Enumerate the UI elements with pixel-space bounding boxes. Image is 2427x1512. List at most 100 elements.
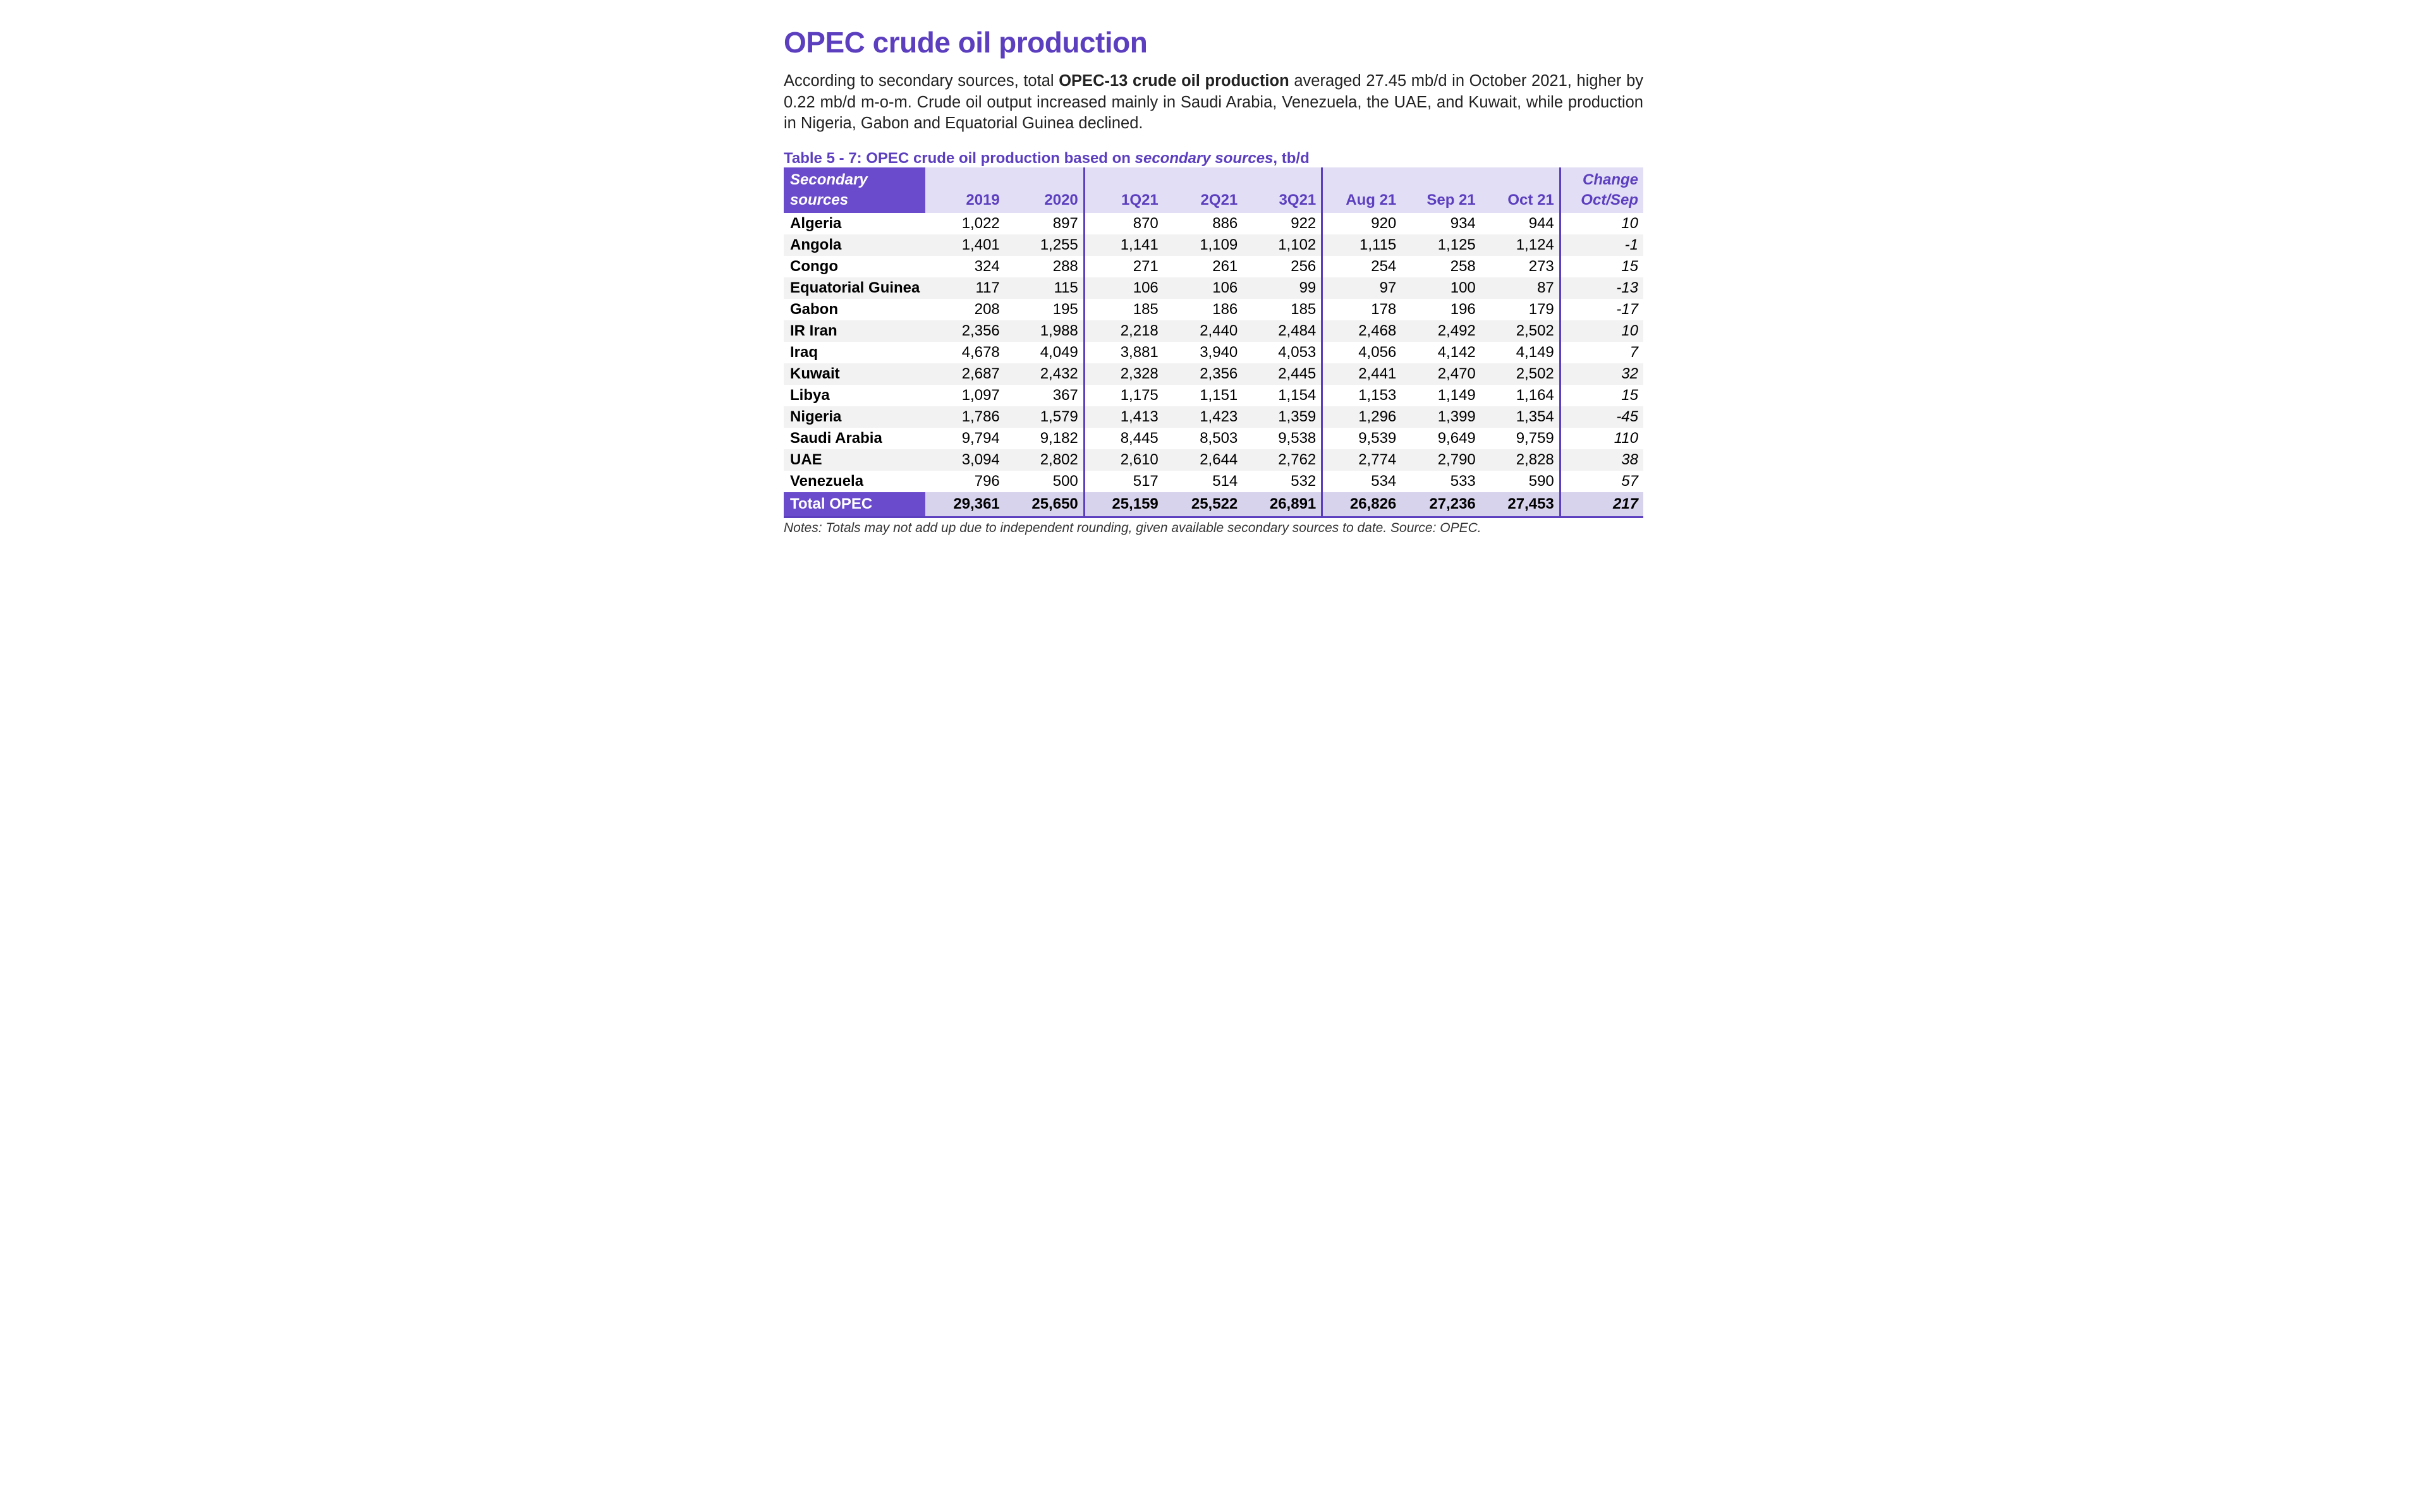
- total-cell: 29,361: [925, 492, 1005, 517]
- change-cell: 10: [1560, 213, 1643, 234]
- value-cell: 195: [1005, 299, 1085, 320]
- country-cell: Angola: [784, 234, 925, 256]
- value-cell: 9,182: [1005, 428, 1085, 449]
- value-cell: 367: [1005, 385, 1085, 406]
- value-cell: 8,503: [1164, 428, 1243, 449]
- value-cell: 9,538: [1243, 428, 1322, 449]
- header-col: 2020: [1005, 190, 1085, 213]
- caption-italic: secondary sources: [1135, 150, 1274, 167]
- value-cell: 1,022: [925, 213, 1005, 234]
- value-cell: 1,097: [925, 385, 1005, 406]
- table-footer: Total OPEC 29,361 25,650 25,159 25,522 2…: [784, 492, 1643, 517]
- header-change-bot: Oct/Sep: [1560, 190, 1643, 213]
- value-cell: 4,149: [1481, 342, 1560, 363]
- value-cell: 922: [1243, 213, 1322, 234]
- value-cell: 532: [1243, 471, 1322, 492]
- value-cell: 1,255: [1005, 234, 1085, 256]
- header-col: [1481, 167, 1560, 190]
- value-cell: 2,468: [1322, 320, 1402, 342]
- value-cell: 4,053: [1243, 342, 1322, 363]
- header-col: [1243, 167, 1322, 190]
- value-cell: 2,470: [1401, 363, 1481, 385]
- change-cell: -1: [1560, 234, 1643, 256]
- value-cell: 1,988: [1005, 320, 1085, 342]
- caption-post: , tb/d: [1273, 150, 1309, 167]
- value-cell: 2,644: [1164, 449, 1243, 471]
- country-cell: Iraq: [784, 342, 925, 363]
- country-cell: Venezuela: [784, 471, 925, 492]
- value-cell: 185: [1084, 299, 1164, 320]
- value-cell: 196: [1401, 299, 1481, 320]
- value-cell: 4,049: [1005, 342, 1085, 363]
- value-cell: 1,109: [1164, 234, 1243, 256]
- header-col: [1164, 167, 1243, 190]
- value-cell: 186: [1164, 299, 1243, 320]
- value-cell: 1,413: [1084, 406, 1164, 428]
- change-cell: -45: [1560, 406, 1643, 428]
- header-col: Oct 21: [1481, 190, 1560, 213]
- value-cell: 271: [1084, 256, 1164, 277]
- value-cell: 2,484: [1243, 320, 1322, 342]
- value-cell: 2,356: [1164, 363, 1243, 385]
- header-label-top: Secondary: [784, 167, 925, 190]
- value-cell: 1,296: [1322, 406, 1402, 428]
- value-cell: 178: [1322, 299, 1402, 320]
- header-col: [1322, 167, 1402, 190]
- header-label-bot: sources: [784, 190, 925, 213]
- value-cell: 1,401: [925, 234, 1005, 256]
- value-cell: 3,940: [1164, 342, 1243, 363]
- value-cell: 1,423: [1164, 406, 1243, 428]
- table-row: Angola1,4011,2551,1411,1091,1021,1151,12…: [784, 234, 1643, 256]
- value-cell: 534: [1322, 471, 1402, 492]
- value-cell: 1,399: [1401, 406, 1481, 428]
- table-row: Venezuela79650051751453253453359057: [784, 471, 1643, 492]
- value-cell: 590: [1481, 471, 1560, 492]
- value-cell: 1,354: [1481, 406, 1560, 428]
- value-cell: 1,125: [1401, 234, 1481, 256]
- production-table: Secondary Change sources 2019 2020 1Q21 …: [784, 167, 1643, 518]
- value-cell: 254: [1322, 256, 1402, 277]
- header-col: [1401, 167, 1481, 190]
- value-cell: 115: [1005, 277, 1085, 299]
- country-cell: Congo: [784, 256, 925, 277]
- value-cell: 9,649: [1401, 428, 1481, 449]
- value-cell: 1,359: [1243, 406, 1322, 428]
- header-col: 2Q21: [1164, 190, 1243, 213]
- country-cell: Gabon: [784, 299, 925, 320]
- value-cell: 2,441: [1322, 363, 1402, 385]
- value-cell: 117: [925, 277, 1005, 299]
- total-cell: 25,650: [1005, 492, 1085, 517]
- table-row: Kuwait2,6872,4322,3282,3562,4452,4412,47…: [784, 363, 1643, 385]
- value-cell: 1,151: [1164, 385, 1243, 406]
- value-cell: 106: [1084, 277, 1164, 299]
- total-cell: 27,236: [1401, 492, 1481, 517]
- value-cell: 1,579: [1005, 406, 1085, 428]
- value-cell: 934: [1401, 213, 1481, 234]
- header-col: [1084, 167, 1164, 190]
- table-caption: Table 5 - 7: OPEC crude oil production b…: [784, 150, 1643, 167]
- header-col: [1005, 167, 1085, 190]
- value-cell: 1,786: [925, 406, 1005, 428]
- total-cell: 27,453: [1481, 492, 1560, 517]
- intro-text-pre: According to secondary sources, total: [784, 72, 1059, 90]
- value-cell: 2,432: [1005, 363, 1085, 385]
- header-col: Sep 21: [1401, 190, 1481, 213]
- value-cell: 208: [925, 299, 1005, 320]
- country-cell: Nigeria: [784, 406, 925, 428]
- value-cell: 2,445: [1243, 363, 1322, 385]
- value-cell: 886: [1164, 213, 1243, 234]
- value-cell: 897: [1005, 213, 1085, 234]
- value-cell: 920: [1322, 213, 1402, 234]
- value-cell: 97: [1322, 277, 1402, 299]
- value-cell: 8,445: [1084, 428, 1164, 449]
- value-cell: 1,175: [1084, 385, 1164, 406]
- change-cell: 38: [1560, 449, 1643, 471]
- value-cell: 261: [1164, 256, 1243, 277]
- value-cell: 2,828: [1481, 449, 1560, 471]
- total-cell: 26,891: [1243, 492, 1322, 517]
- country-cell: Saudi Arabia: [784, 428, 925, 449]
- total-change: 217: [1560, 492, 1643, 517]
- value-cell: 99: [1243, 277, 1322, 299]
- value-cell: 1,124: [1481, 234, 1560, 256]
- header-change-top: Change: [1560, 167, 1643, 190]
